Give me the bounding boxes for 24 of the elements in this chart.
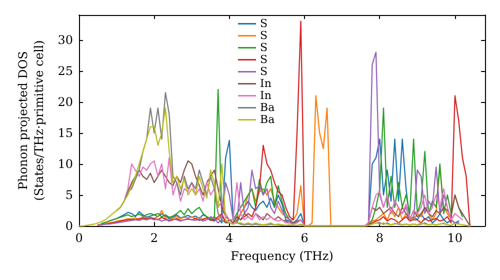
x-tick-label: 10 — [447, 231, 463, 245]
legend-label: In — [260, 77, 272, 90]
y-tick-label: 25 — [58, 64, 73, 78]
legend-label: In — [260, 89, 272, 102]
y-tick-label: 15 — [58, 126, 73, 140]
x-tick-label: 8 — [376, 231, 384, 245]
legend-label: Ba — [260, 101, 276, 114]
legend-label: S — [260, 41, 268, 54]
y-tick-label: 20 — [58, 94, 73, 109]
y-axis-title: Phonon projected DOS (States/THz·primitive cell) — [16, 40, 46, 201]
legend-label: S — [260, 65, 268, 78]
y-tick-label: 0 — [65, 219, 73, 233]
legend-label: S — [260, 53, 268, 66]
legend-label: S — [260, 17, 268, 30]
x-tick-label: 0 — [75, 231, 83, 245]
y-tick-label: 30 — [58, 32, 73, 47]
x-tick-label: 6 — [300, 231, 308, 245]
legend-label: Ba — [260, 113, 276, 126]
x-tick-label: 2 — [150, 231, 158, 245]
y-tick-label: 5 — [65, 188, 73, 202]
x-axis-title: Frequency (THz) — [230, 249, 334, 263]
legend-label: S — [260, 29, 268, 42]
x-tick-label: 4 — [226, 231, 234, 245]
y-tick-label: 10 — [58, 156, 73, 171]
